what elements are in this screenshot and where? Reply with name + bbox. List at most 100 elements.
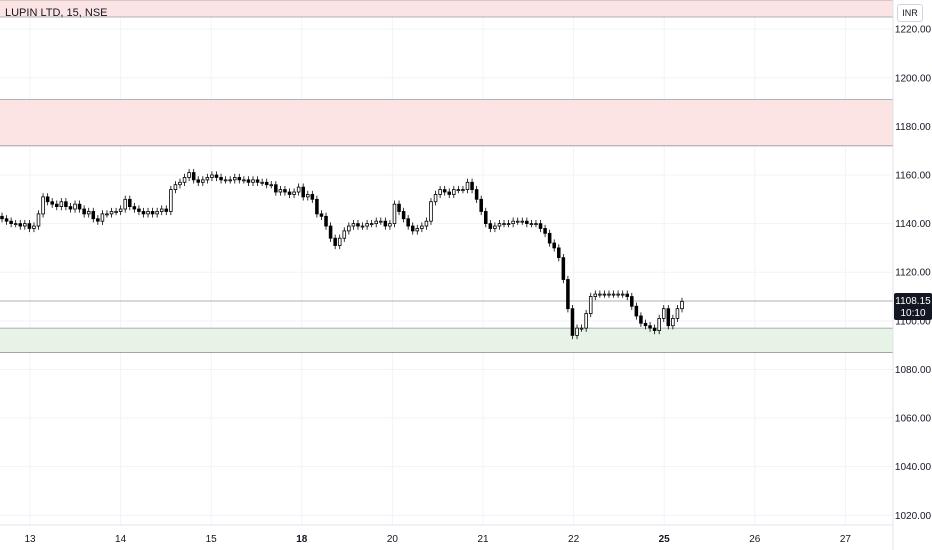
candle [100,210,105,225]
candle [77,200,82,213]
candle [616,290,620,298]
candle [319,210,324,220]
candle [191,168,196,184]
price-tick-label: 1200.00 [895,73,932,84]
candle [538,219,543,233]
candle [493,222,497,233]
candle [461,185,465,194]
candle [652,324,657,335]
time-tick-label: 22 [568,534,580,545]
candle [232,173,237,184]
candle [214,171,219,182]
candle [91,207,96,223]
candle [228,176,232,184]
candle [529,219,534,228]
candle [557,244,561,262]
candle [657,314,661,335]
candle [86,207,91,218]
candle [342,227,347,242]
candle [534,219,538,228]
candle [73,200,77,213]
currency-button[interactable]: INR [897,4,923,22]
candle [401,207,406,223]
last-price-label: 1108.15 [895,296,931,307]
candle [146,207,150,218]
candle [18,219,23,230]
candle [648,322,652,332]
time-tick-label: 21 [477,534,489,545]
candle [406,215,410,230]
price-tick-label: 1040.00 [895,462,932,473]
candle [680,297,684,313]
candle [105,210,109,218]
candle [283,185,287,196]
candle [13,219,18,228]
candle [251,176,255,186]
candle [474,185,479,203]
candle [502,219,506,228]
candle [114,207,118,216]
candle [41,193,45,218]
candle [588,292,593,318]
candle [561,253,566,284]
candle [511,217,515,228]
time-tick-label: 13 [24,534,36,545]
candle [575,324,579,340]
candle [141,207,146,218]
candle [447,188,452,199]
candle [602,290,607,298]
candle [123,195,127,213]
candle [579,324,584,332]
candle [32,222,36,233]
candle [337,234,342,250]
candle [23,219,27,230]
candle [415,224,420,235]
candle [155,207,159,218]
candle [661,305,666,323]
time-tick-label: 25 [659,534,671,545]
candle [598,290,602,298]
candle [547,229,552,247]
candle [356,219,360,230]
time-axis[interactable]: 13 14 15 18 20 21 22 25 26 27 [24,534,851,545]
candle [54,200,59,211]
candle [347,222,351,235]
candle [397,200,401,216]
candle [255,176,260,186]
candle [187,168,191,182]
candle [150,207,155,218]
candle [383,217,388,230]
candle [388,219,392,230]
candle [410,222,415,235]
candle [324,212,328,230]
candle [292,188,296,199]
candle [201,176,205,186]
zone-support [0,328,893,353]
candle [246,176,251,186]
zone-resistance-mid [0,99,893,146]
candle [242,176,246,184]
candle [429,198,433,225]
candle [593,290,598,301]
candle [552,239,556,252]
candle [630,292,634,310]
candle [132,202,137,213]
candle [465,178,470,194]
candle [310,190,315,203]
price-axis[interactable]: 1220.00 1200.00 1180.00 1160.00 1140.00 1120.… [895,25,932,522]
candle [483,207,488,228]
candle [4,215,9,225]
price-tick-label: 1220.00 [895,25,932,36]
candle [543,224,547,237]
candle [274,181,278,196]
candle [520,217,525,225]
candle [525,217,529,228]
candle [0,212,4,223]
time-tick-label: 20 [387,534,399,545]
candle [196,176,201,186]
candle [566,275,570,313]
time-tick-label: 18 [296,534,308,545]
candle [169,185,173,216]
candle [470,178,474,194]
